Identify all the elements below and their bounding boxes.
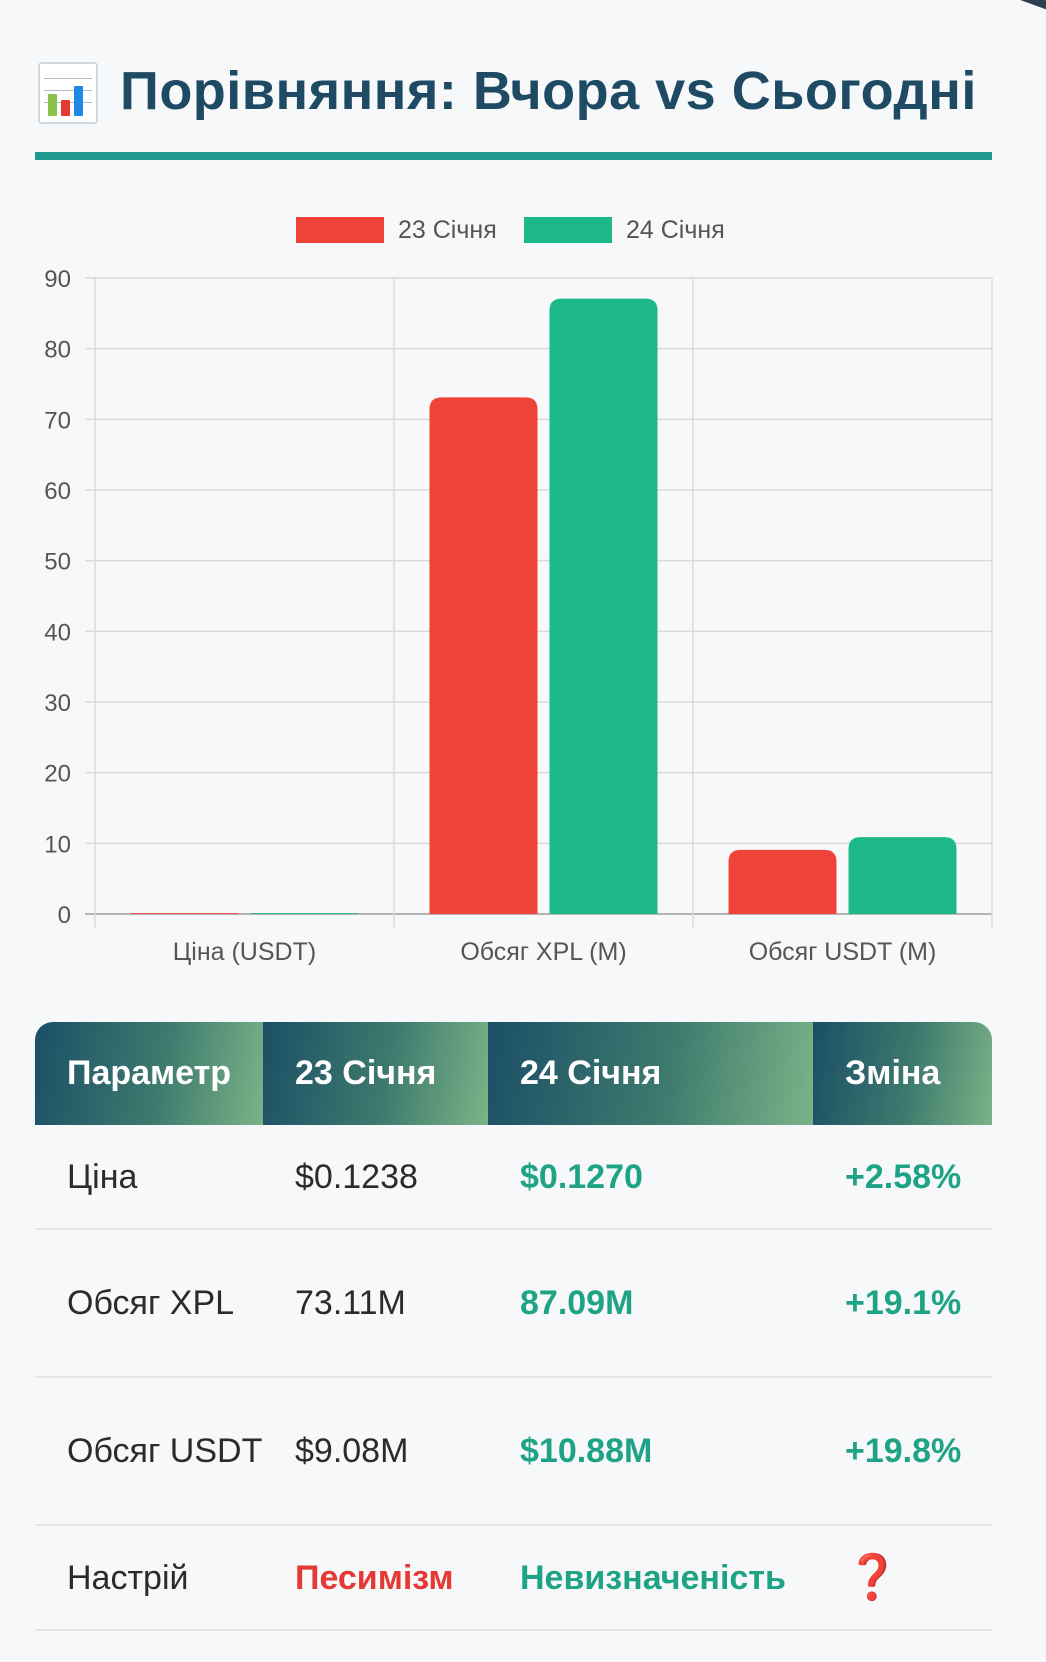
- y-tick-label: 10: [44, 831, 71, 858]
- bar-24: [848, 837, 957, 914]
- y-tick-label: 40: [44, 619, 71, 646]
- row-value-23: Песимізм: [295, 1558, 454, 1597]
- bar-24: [250, 913, 359, 914]
- row-value-23: 73.11M: [295, 1284, 406, 1322]
- bar-23: [429, 397, 538, 914]
- x-tick-label: Обсяг XPL (M): [460, 938, 626, 966]
- row-change: +19.8%: [845, 1432, 962, 1470]
- y-tick-label: 80: [44, 337, 71, 364]
- table-header: Параметр 23 Січня 24 Січня Зміна: [35, 1022, 992, 1125]
- bar-24: [549, 298, 658, 915]
- page-title: Порівняння: Вчора vs Сьогодні: [120, 61, 977, 121]
- header-23: 23 Січня: [263, 1022, 488, 1125]
- legend-label-23: 23 Січня: [398, 215, 497, 244]
- y-tick-label: 20: [44, 761, 71, 788]
- header-change: Зміна: [813, 1022, 992, 1125]
- row-value-23: $9.08M: [295, 1432, 409, 1470]
- y-tick-label: 90: [44, 266, 71, 293]
- row-param: Настрій: [67, 1558, 189, 1597]
- comparison-chart: 23 Січня 24 Січня 0 10 20 30 40 50 60 70 80 90 Цін…: [0, 210, 1046, 980]
- corner-decoration: [1012, 0, 1046, 14]
- bar-23: [130, 913, 239, 914]
- row-value-24: $0.1270: [520, 1157, 643, 1196]
- table-row-volume-xpl: Обсяг XPL 73.11M 87.09M +19.1%: [35, 1230, 992, 1378]
- row-value-23: $0.1238: [295, 1157, 418, 1196]
- table-row-price: Ціна $0.1238 $0.1270 +2.58%: [35, 1125, 992, 1230]
- bar-23: [728, 849, 837, 914]
- y-tick-label: 30: [44, 690, 71, 717]
- legend-item-24[interactable]: 24 Січня: [524, 210, 725, 250]
- legend-label-24: 24 Січня: [626, 215, 725, 244]
- y-tick-label: 70: [44, 407, 71, 434]
- table-row-sentiment: Настрій Песимізм Невизначеність ❓: [35, 1526, 992, 1631]
- row-value-24: 87.09M: [520, 1284, 634, 1322]
- legend-swatch-23: [296, 217, 384, 243]
- row-param: Обсяг USDT: [67, 1432, 263, 1470]
- chart-legend: 23 Січня 24 Січня: [0, 210, 1046, 250]
- x-tick-label: Ціна (USDT): [173, 938, 316, 966]
- row-param: Ціна: [67, 1157, 138, 1196]
- row-param: Обсяг XPL: [67, 1284, 235, 1322]
- row-change: +2.58%: [845, 1157, 962, 1196]
- y-tick-label: 60: [44, 478, 71, 505]
- legend-item-23[interactable]: 23 Січня: [296, 210, 497, 250]
- comparison-table: Параметр 23 Січня 24 Січня Зміна Ціна $0…: [35, 1022, 992, 1631]
- legend-swatch-24: [524, 217, 612, 243]
- bar-chart-icon: [38, 62, 98, 124]
- page-header: Порівняння: Вчора vs Сьогодні: [35, 52, 992, 160]
- table-row-volume-usdt: Обсяг USDT $9.08M $10.88M +19.8%: [35, 1378, 992, 1526]
- y-tick-label: 50: [44, 549, 71, 576]
- header-param: Параметр: [35, 1022, 263, 1125]
- row-change: +19.1%: [845, 1284, 962, 1322]
- x-tick-label: Обсяг USDT (M): [749, 938, 937, 966]
- header-24: 24 Січня: [488, 1022, 813, 1125]
- y-tick-label: 0: [58, 902, 71, 929]
- row-value-24: $10.88M: [520, 1432, 653, 1470]
- question-icon: ❓: [845, 1552, 900, 1602]
- chart-plot: 0 10 20 30 40 50 60 70 80 90 Ціна (USDT) Обсяг XPL …: [44, 266, 993, 966]
- row-value-24: Невизначеність: [520, 1558, 786, 1597]
